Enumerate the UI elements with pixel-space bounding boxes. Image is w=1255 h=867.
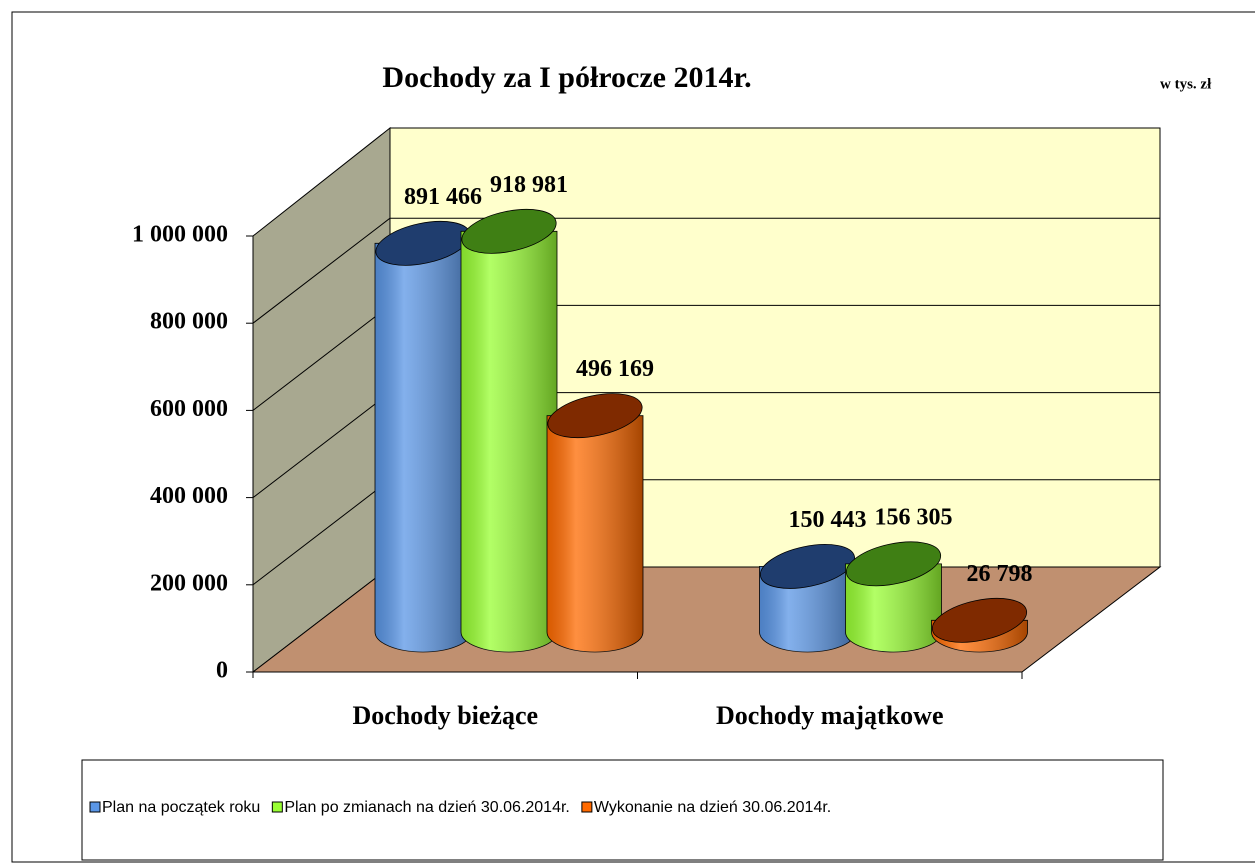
legend-swatch [271,801,283,813]
bar-top [931,597,1028,643]
y-tick-label: 1 000 000 [132,222,228,248]
bar-top [461,208,557,254]
value-label: 150 443 [789,507,867,533]
value-label: 891 466 [404,184,482,210]
bar-top [845,541,942,587]
x-tick-label: Dochody majątkowe [716,701,944,730]
legend-label: Wykonanie na dzień 30.06.2014r. [594,799,831,816]
bar-shade [547,415,643,652]
chart-title: Dochody za I półrocze 2014r. [382,61,751,94]
value-label: 918 981 [490,172,568,198]
subtitle: w tys. zł [1160,76,1212,92]
legend-label: Plan po zmianach na dzień 30.06.2014r. [284,799,570,816]
x-tick-label: Dochody bieżące [352,701,538,730]
legend-label: Plan na początek roku [102,799,260,816]
bar-shade [461,231,557,652]
grid-line [252,217,391,324]
y-tick-label: 0 [216,658,228,684]
bar-top [759,544,856,589]
legend [81,759,1164,861]
y-tick-label: 600 000 [150,396,228,422]
value-label: 496 169 [576,356,654,382]
legend-swatch [89,801,101,813]
value-label: 26 798 [967,561,1033,587]
y-tick-label: 800 000 [150,309,228,335]
value-label: 156 305 [875,504,953,530]
bar-shade [375,243,471,652]
grid-line [252,392,391,498]
bar-top [547,393,643,439]
y-tick-label: 400 000 [150,483,228,509]
grid-line [252,479,391,586]
grid-line [252,305,391,411]
legend-swatch [581,801,593,813]
y-tick-label: 200 000 [150,570,228,596]
